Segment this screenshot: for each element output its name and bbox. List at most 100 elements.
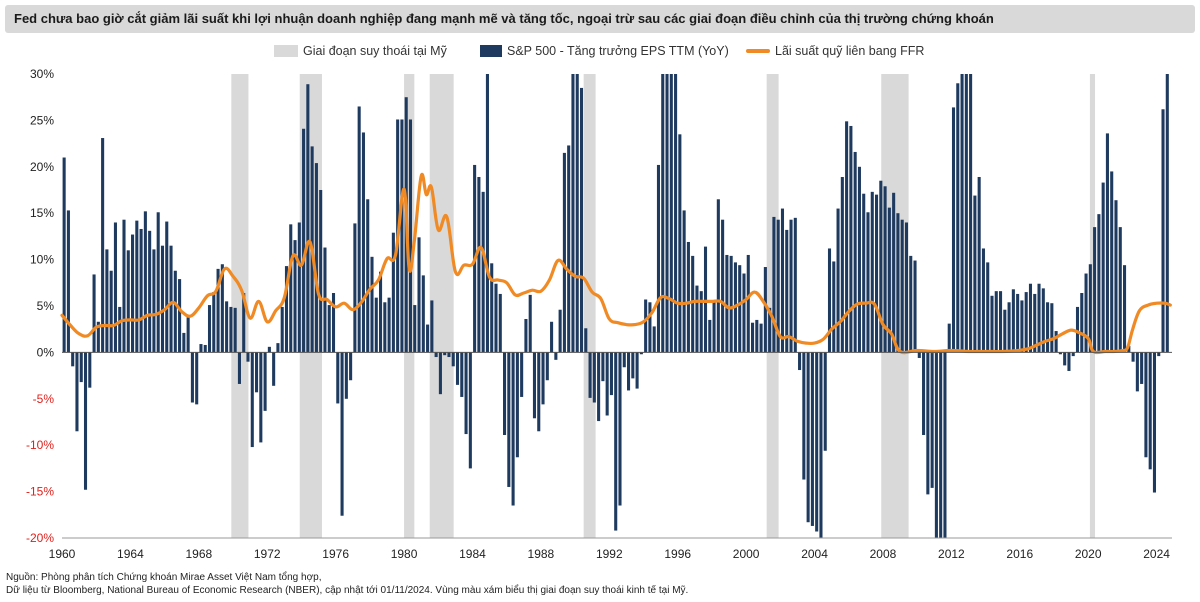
- eps-bar: [793, 217, 797, 353]
- eps-bar: [438, 352, 442, 395]
- eps-bar: [83, 352, 88, 490]
- eps-bar: [327, 305, 331, 353]
- eps-bar: [451, 352, 455, 367]
- eps-bar: [652, 326, 656, 353]
- eps-bar: [417, 237, 421, 353]
- eps-bar: [1161, 109, 1165, 353]
- eps-bar: [545, 352, 549, 381]
- legend-item-ffr: Lãi suất quỹ liên bang FFR: [746, 44, 924, 58]
- x-tick-label: 1968: [185, 547, 212, 561]
- eps-bar: [665, 74, 669, 353]
- eps-bar: [669, 74, 673, 353]
- y-tick-label: 5%: [37, 299, 55, 313]
- eps-bar: [1114, 200, 1118, 353]
- eps-bar: [956, 83, 960, 353]
- eps-bar: [520, 352, 524, 397]
- eps-bar: [768, 307, 772, 353]
- eps-bar: [203, 344, 207, 353]
- eps-bar: [631, 352, 635, 379]
- eps-bar: [926, 352, 930, 495]
- eps-bar: [413, 305, 417, 353]
- eps-bar: [272, 352, 276, 386]
- eps-bar: [101, 138, 105, 353]
- eps-bar: [118, 306, 122, 353]
- eps-bar: [233, 307, 237, 353]
- eps-bar: [131, 234, 135, 353]
- eps-bar: [182, 332, 186, 353]
- eps-bar: [391, 232, 395, 353]
- eps-bar: [289, 224, 293, 353]
- eps-bar: [62, 157, 66, 353]
- eps-bar: [383, 302, 387, 353]
- legend-item-recession: Giai đoạn suy thoái tại Mỹ: [274, 44, 447, 58]
- footer-note: Dữ liệu từ Bloomberg, National Bureau of…: [6, 585, 689, 596]
- eps-bar: [866, 212, 870, 353]
- y-tick-label: 20%: [30, 160, 54, 174]
- eps-bar: [875, 194, 879, 353]
- eps-bar: [1084, 273, 1088, 353]
- eps-bar: [1050, 303, 1054, 353]
- eps-bar: [823, 352, 827, 451]
- x-tick-label: 1960: [49, 547, 76, 561]
- eps-bar: [1003, 309, 1007, 353]
- eps-bar: [212, 292, 216, 353]
- eps-bar: [917, 352, 921, 358]
- eps-bar: [1101, 182, 1105, 353]
- eps-bar: [554, 352, 558, 360]
- eps-bar: [913, 260, 917, 353]
- eps-bar: [370, 256, 374, 353]
- eps-bar: [708, 319, 712, 353]
- eps-bar: [635, 352, 639, 389]
- eps-bar: [250, 352, 254, 448]
- footer-source: Nguồn: Phòng phân tích Chứng khoán Mirae…: [6, 572, 322, 583]
- eps-bar: [1093, 227, 1097, 353]
- eps-bar: [477, 177, 481, 353]
- eps-bar: [1028, 283, 1033, 353]
- eps-bar: [160, 245, 165, 353]
- eps-bar: [537, 352, 541, 432]
- eps-bar: [1058, 352, 1062, 355]
- eps-bar: [1075, 306, 1080, 353]
- eps-bar: [109, 270, 113, 353]
- eps-bar: [951, 107, 956, 353]
- eps-bar: [759, 323, 763, 353]
- legend-item-eps: S&P 500 - Tăng trưởng EPS TTM (YoY): [480, 44, 729, 58]
- eps-bar: [686, 241, 690, 353]
- eps-bar: [96, 321, 100, 353]
- eps-bar: [1080, 293, 1084, 353]
- eps-bar: [845, 121, 849, 353]
- eps-bar: [1131, 352, 1135, 362]
- eps-bar: [242, 293, 246, 353]
- eps-bar: [571, 74, 575, 353]
- eps-bar: [156, 212, 160, 353]
- x-tick-label: 1964: [117, 547, 144, 561]
- recession-band: [1089, 74, 1096, 538]
- eps-bar: [443, 352, 447, 356]
- eps-bar: [605, 352, 609, 416]
- x-tick-label: 1992: [596, 547, 623, 561]
- eps-bar: [999, 291, 1003, 353]
- eps-bar: [293, 240, 297, 353]
- recession-band: [231, 74, 249, 538]
- eps-bar: [1024, 292, 1028, 353]
- eps-bar: [1157, 352, 1161, 357]
- x-tick-label: 2012: [938, 547, 965, 561]
- eps-bar: [366, 199, 370, 353]
- eps-bar: [682, 210, 686, 353]
- y-tick-label: 15%: [30, 206, 54, 220]
- eps-bar: [485, 74, 489, 353]
- y-tick-label: 30%: [30, 67, 54, 81]
- eps-bar: [336, 352, 340, 404]
- eps-bar: [644, 299, 648, 353]
- eps-bar: [447, 352, 451, 358]
- eps-bar: [1110, 171, 1114, 353]
- eps-bar: [1041, 288, 1045, 353]
- eps-bar: [460, 352, 464, 397]
- x-tick-label: 2016: [1006, 547, 1033, 561]
- eps-bar: [455, 352, 460, 385]
- eps-bar: [802, 352, 806, 480]
- eps-bar: [1020, 300, 1024, 353]
- eps-bar: [306, 84, 310, 353]
- eps-bar: [609, 352, 613, 396]
